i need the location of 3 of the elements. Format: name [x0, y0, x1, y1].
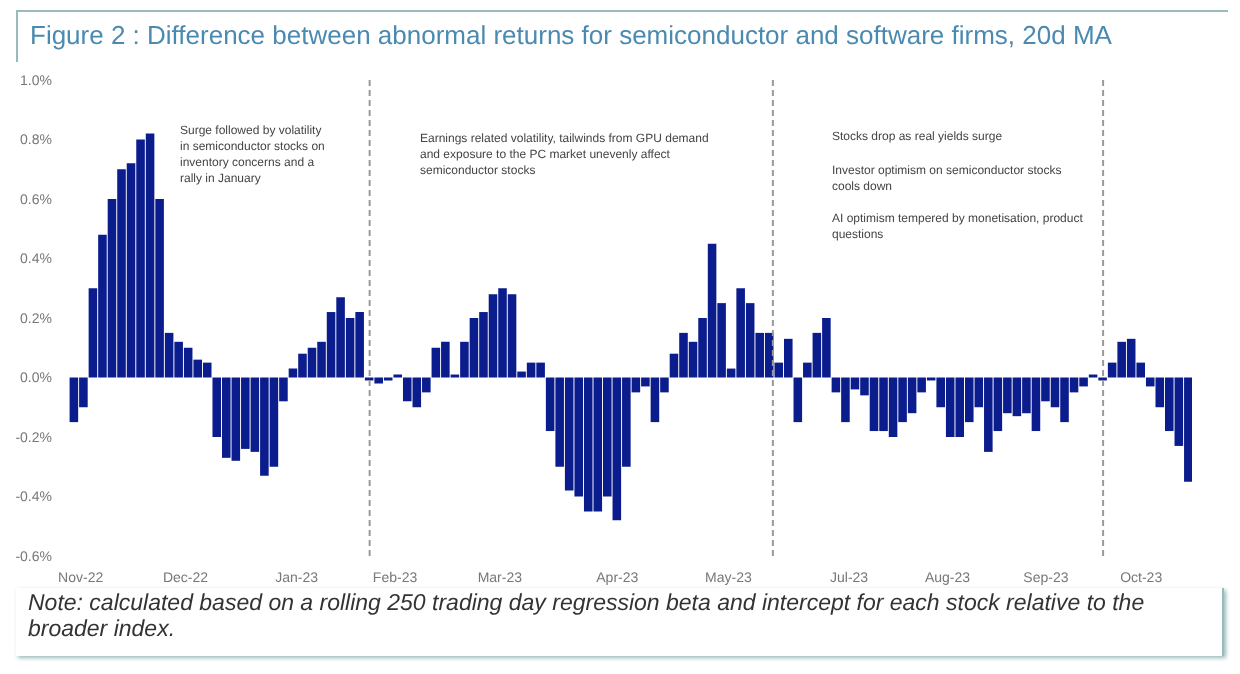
- chart-title: Figure 2 : Difference between abnormal returns for semiconductor and software firms, 20d MA: [16, 10, 1228, 62]
- bar: [793, 377, 803, 423]
- text: Note: calculated based on a rolling 250 trading day regression beta and intercept for each stock relative to the broader index.: [16, 588, 1224, 656]
